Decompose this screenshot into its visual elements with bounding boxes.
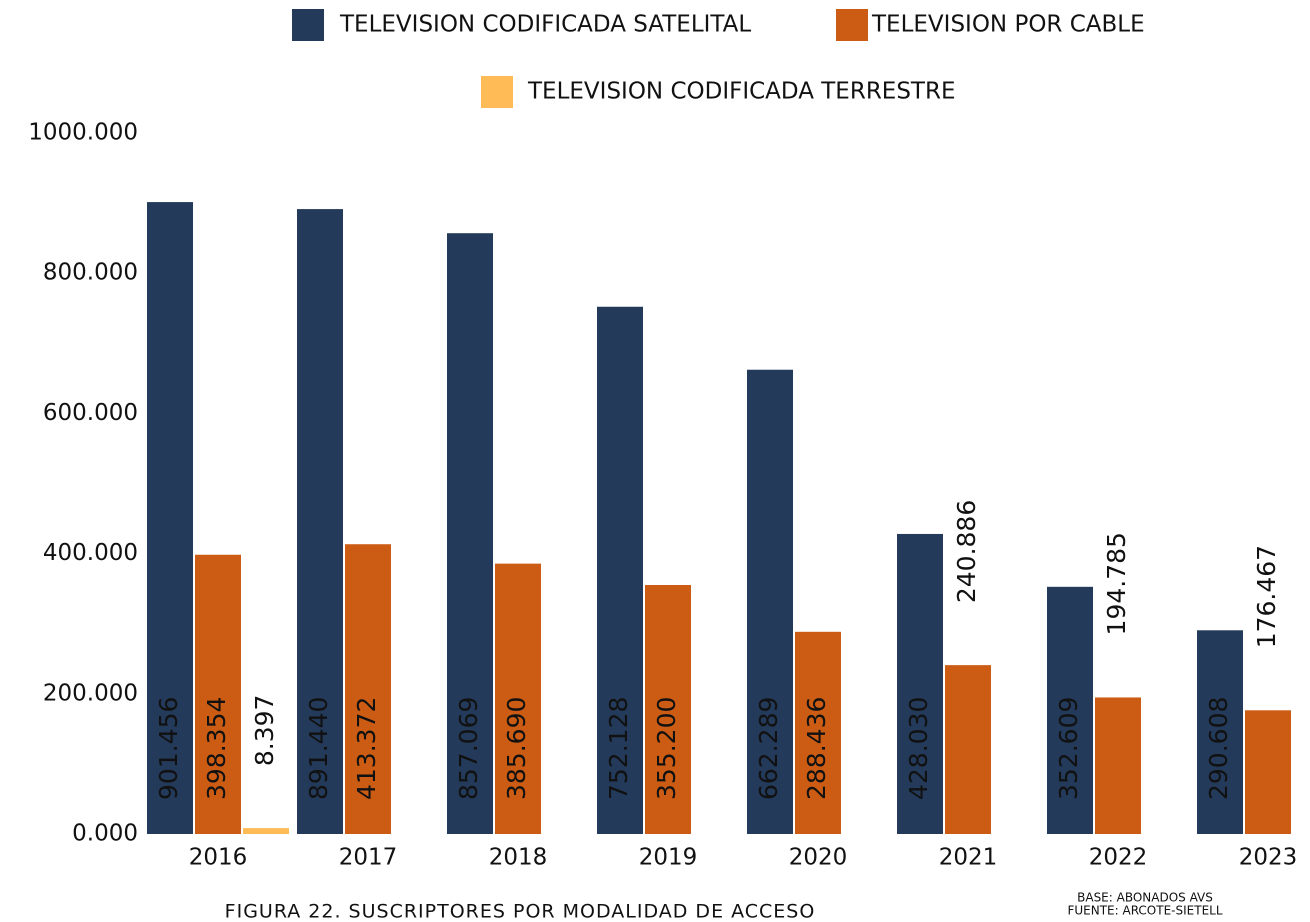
legend-label: TELEVISION CODIFICADA SATELITAL	[339, 12, 751, 38]
data-label: 290.608	[1204, 697, 1233, 800]
bar	[195, 554, 241, 834]
data-label: 662.289	[754, 697, 783, 800]
y-tick-label: 800.000	[43, 260, 138, 286]
data-label: 901.456	[154, 697, 183, 800]
data-label: 8.397	[250, 695, 279, 767]
bar	[495, 563, 541, 834]
data-label: 352.609	[1054, 697, 1083, 800]
source: BASE: ABONADOS AVS	[1077, 891, 1213, 905]
data-label: 398.354	[202, 697, 231, 800]
x-tick-label: 2021	[939, 845, 998, 871]
x-tick-label: 2019	[639, 845, 698, 871]
data-label: 891.440	[304, 697, 333, 800]
bar	[795, 631, 841, 834]
data-label: 857.069	[454, 697, 483, 800]
bar	[1245, 710, 1291, 834]
y-tick-label: 200.000	[43, 680, 138, 706]
data-label: 752.128	[604, 697, 633, 800]
legend-swatch	[292, 9, 324, 41]
bar	[645, 585, 691, 834]
bar	[597, 306, 643, 834]
legend-label: TELEVISION CODIFICADA TERRESTRE	[527, 79, 956, 105]
data-label: 176.467	[1252, 545, 1281, 648]
caption: FIGURA 22. SUSCRIPTORES POR MODALIDAD DE…	[225, 901, 816, 922]
bar	[297, 209, 343, 834]
bar	[1197, 630, 1243, 834]
bar	[1095, 697, 1141, 834]
bar	[345, 544, 391, 834]
legend-swatch	[836, 9, 868, 41]
legend-label: TELEVISION POR CABLE	[871, 12, 1145, 38]
x-tick-label: 2022	[1089, 845, 1148, 871]
bar	[1047, 586, 1093, 834]
data-label: 240.886	[952, 500, 981, 603]
bar	[897, 533, 943, 834]
y-tick-label: 0.000	[72, 821, 138, 847]
x-tick-label: 2017	[339, 845, 398, 871]
source: FUENTE: ARCOTE-SIETELL	[1067, 904, 1222, 918]
data-label: 288.436	[802, 697, 831, 800]
data-label: 413.372	[352, 697, 381, 800]
x-tick-label: 2018	[489, 845, 548, 871]
data-label: 194.785	[1102, 532, 1131, 635]
y-tick-label: 400.000	[43, 540, 138, 566]
y-tick-label: 1000.000	[28, 120, 138, 146]
bar	[447, 233, 493, 834]
bar	[747, 369, 793, 834]
bar	[945, 665, 991, 834]
y-tick-label: 600.000	[43, 400, 138, 426]
data-label: 385.690	[502, 697, 531, 800]
legend-swatch	[481, 76, 513, 108]
x-tick-label: 2016	[189, 845, 248, 871]
x-tick-label: 2020	[789, 845, 848, 871]
x-tick-label: 2023	[1239, 845, 1298, 871]
data-label: 355.200	[652, 697, 681, 800]
bar	[243, 828, 289, 834]
bar	[147, 202, 193, 834]
data-label: 428.030	[904, 697, 933, 800]
